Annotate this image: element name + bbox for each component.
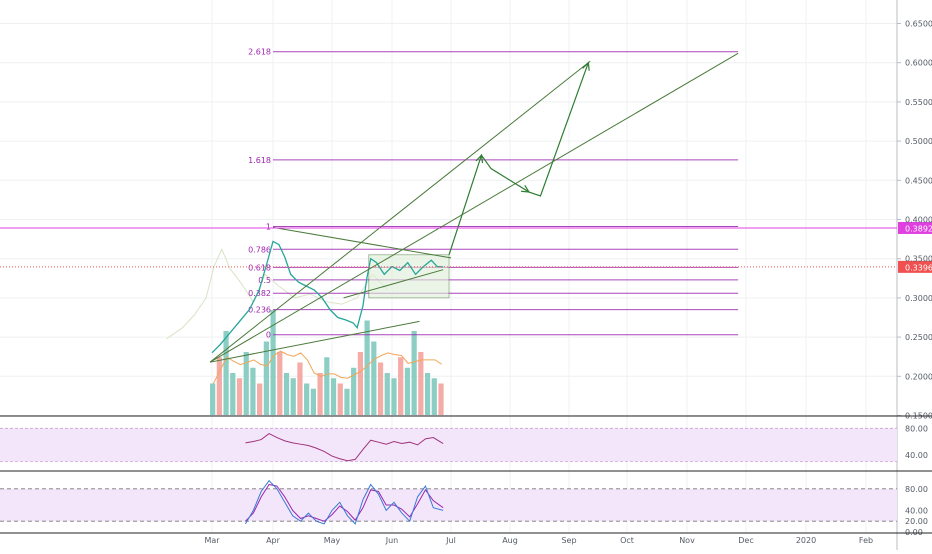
trend-channel-line [272, 226, 452, 259]
stoch-band [0, 488, 897, 522]
projection-arrowhead [582, 61, 590, 71]
y-tick-label: 0.4500 [905, 176, 932, 185]
fib-level-label: 2.618 [248, 48, 271, 57]
volume-bar [223, 331, 229, 415]
volume-bar [404, 367, 411, 415]
price-mark-label: 0.3892 [905, 224, 932, 233]
stoch-tick-label: 20.00 [905, 517, 928, 526]
volume-bar [398, 357, 404, 415]
volume-bar [344, 388, 350, 415]
fib-level-label: 0 [266, 331, 271, 340]
volume-bar [216, 357, 222, 415]
volume-bar [391, 378, 397, 415]
y-tick-label: 0.4000 [905, 216, 932, 225]
projection-path [448, 62, 589, 255]
trend-channel-line [343, 269, 444, 299]
x-tick-label: Sep [561, 536, 576, 545]
fib-level-label: 0.618 [248, 263, 271, 272]
fib-level-label: 0.236 [248, 306, 271, 315]
y-tick-label: 0.6000 [905, 59, 932, 68]
volume-bar [351, 367, 357, 415]
trend-channel-line [209, 52, 739, 363]
consolidation-box [368, 254, 450, 299]
stoch-tick-label: 80.00 [905, 485, 928, 494]
volume-bar [324, 357, 330, 415]
price-line [211, 240, 444, 354]
x-tick-label: Feb [859, 536, 873, 545]
y-tick-label: 0.3000 [905, 294, 932, 303]
volume-bar [330, 378, 337, 415]
fib-level-label: 0.786 [248, 245, 271, 254]
x-tick-label: Aug [502, 536, 518, 545]
stoch-k-line [245, 479, 444, 525]
projection-arrowhead [521, 184, 531, 193]
y-tick-label: 0.3500 [905, 255, 932, 264]
volume-bar [310, 388, 316, 415]
x-tick-label: Jul [445, 536, 456, 545]
volume-bar [283, 373, 290, 415]
volume-bar [263, 341, 269, 415]
projection-arrowhead [475, 153, 484, 164]
volume-bar [236, 378, 243, 415]
volume-bar [411, 331, 417, 415]
fib-level-label: 0.5 [258, 276, 271, 285]
price-mark-badge [898, 221, 932, 234]
x-tick-label: Apr [266, 536, 281, 545]
volume-bar [243, 352, 249, 415]
volume-bar [297, 362, 303, 415]
x-tick-label: Mar [204, 536, 220, 545]
x-tick-label: Dec [738, 536, 753, 545]
volume-bar [418, 352, 424, 415]
x-tick-label: 2020 [796, 536, 816, 545]
trend-channel-line [209, 60, 591, 363]
volume-bar [257, 383, 263, 415]
volume-bar [290, 378, 296, 415]
trend-channel-line [209, 320, 420, 363]
x-tick-label: May [324, 536, 341, 545]
rsi-line [245, 433, 444, 462]
x-tick-label: Nov [679, 536, 695, 545]
volume-bar [431, 378, 437, 415]
volume-bar [357, 352, 364, 415]
volume-bar [277, 352, 283, 415]
rsi-tick-label: 80.00 [905, 424, 928, 433]
volume-bar [337, 383, 343, 415]
volume-bar [438, 383, 444, 415]
volume-bar [317, 373, 323, 415]
volume-bar [377, 362, 384, 415]
stoch-tick-label: 40.00 [905, 506, 928, 515]
volume-ma-line [212, 350, 443, 384]
y-tick-label: 0.5500 [905, 98, 932, 107]
volume-bar [384, 373, 390, 415]
price-mark-label: 0.3396 [905, 263, 932, 272]
rsi-band [0, 428, 897, 462]
fib-level-label: 1.618 [248, 156, 271, 165]
fib-level-label: 0.382 [248, 289, 271, 298]
volume-bar [250, 367, 256, 415]
volume-bar [304, 383, 310, 415]
volume-bar [424, 373, 431, 415]
y-tick-label: 0.5000 [905, 137, 932, 146]
rsi-tick-label: 40.00 [905, 451, 928, 460]
volume-bar [364, 320, 370, 415]
y-tick-label: 0.2000 [905, 372, 932, 381]
y-tick-label: 0.2500 [905, 333, 932, 342]
y-tick-label: 0.6500 [905, 20, 932, 29]
volume-bar [230, 373, 236, 415]
fib-level-label: 1 [266, 223, 271, 232]
x-tick-label: Jun [385, 536, 399, 545]
volume-bar [210, 383, 216, 415]
volume-bar [371, 341, 377, 415]
price-mark-badge [898, 260, 932, 273]
x-tick-label: Oct [620, 536, 634, 545]
volume-bar [270, 310, 276, 415]
